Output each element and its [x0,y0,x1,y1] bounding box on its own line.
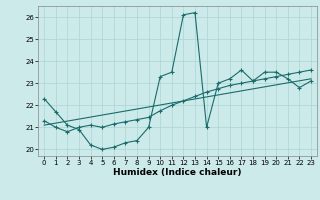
X-axis label: Humidex (Indice chaleur): Humidex (Indice chaleur) [113,168,242,177]
